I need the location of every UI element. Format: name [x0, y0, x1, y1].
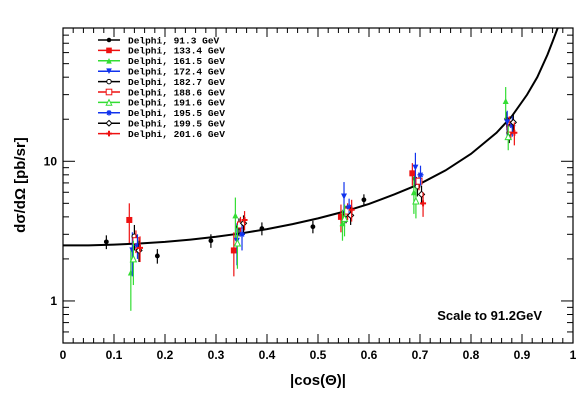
- fit-curve: [63, 27, 559, 247]
- marker-filled-circle: [208, 238, 214, 244]
- legend-label: Delphi, 172.4 GeV: [128, 67, 225, 78]
- scale-annotation: Scale to 91.2GeV: [437, 308, 542, 323]
- legend-item: Delphi, 161.5 GeV: [98, 56, 225, 67]
- marker-filled-triangle-up: [106, 58, 112, 64]
- marker-filled-triangle-down: [412, 164, 419, 171]
- x-tick-label: 0: [60, 348, 67, 362]
- marker-filled-circle: [103, 239, 109, 245]
- legend-label: Delphi, 188.6 GeV: [128, 87, 225, 98]
- marker-open-triangle-up: [129, 254, 138, 263]
- marker-cross: [511, 129, 518, 136]
- legend-item: Delphi, 188.6 GeV: [98, 87, 225, 98]
- series-9: [137, 122, 518, 263]
- x-tick-label: 0.4: [259, 348, 276, 362]
- marker-filled-square: [409, 170, 416, 177]
- legend-item: Delphi, 91.3 GeV: [98, 35, 220, 46]
- legend-item: Delphi, 201.6 GeV: [98, 129, 225, 140]
- marker-cross: [106, 130, 112, 137]
- axis-ticks: 0 0.1 0.2 0.3 0.4 0.5 0.6 0.7 0.8 0.9 1 1 10: [44, 27, 577, 362]
- x-tick-label: 1: [570, 348, 577, 362]
- marker-filled-square: [337, 213, 344, 220]
- marker-star: [239, 231, 246, 238]
- legend-item: Delphi, 195.5 GeV: [98, 108, 225, 119]
- marker-open-triangle-up: [340, 214, 349, 222]
- marker-cross: [348, 206, 355, 213]
- marker-filled-triangle-down: [106, 68, 112, 74]
- legend-item: Delphi, 172.4 GeV: [98, 67, 225, 78]
- marker-filled-triangle-up: [502, 98, 509, 105]
- x-axis-title: |cos(Θ)|: [290, 372, 346, 389]
- series-6: [129, 125, 513, 286]
- marker-filled-triangle-down: [504, 119, 511, 126]
- legend-label: Delphi, 182.7 GeV: [128, 77, 225, 88]
- x-tick-label: 0.6: [361, 348, 378, 362]
- marker-filled-square: [106, 47, 112, 54]
- marker-open-diamond: [105, 119, 113, 127]
- marker-open-triangle-up: [105, 98, 113, 106]
- x-tick-label: 0.8: [463, 348, 480, 362]
- plot-frame: [62, 27, 574, 344]
- marker-cross: [241, 216, 248, 223]
- marker-filled-circle: [310, 224, 316, 230]
- fit-curve-group: [63, 27, 559, 247]
- x-tick-label: 0.9: [514, 348, 531, 362]
- marker-star: [106, 110, 112, 116]
- series-1: [126, 116, 513, 277]
- marker-filled-circle: [106, 37, 112, 43]
- marker-filled-triangle-down: [341, 193, 348, 200]
- marker-open-square: [415, 177, 423, 185]
- legend-label: Delphi, 199.5 GeV: [128, 119, 225, 130]
- legend-item: Delphi, 199.5 GeV: [98, 119, 225, 130]
- legend-item: Delphi, 182.7 GeV: [98, 77, 225, 88]
- legend-item: Delphi, 133.4 GeV: [98, 46, 225, 57]
- x-tick-label: 0.3: [208, 348, 225, 362]
- legend-label: Delphi, 161.5 GeV: [128, 56, 225, 67]
- legend-label: Delphi, 191.6 GeV: [128, 98, 225, 109]
- marker-open-triangle-up: [412, 196, 420, 205]
- y-axis-title: dσ/dΩ [pb/sr]: [12, 137, 29, 233]
- legend-label: Delphi, 133.4 GeV: [128, 46, 225, 57]
- marker-filled-circle: [361, 197, 367, 203]
- x-tick-label: 0.5: [310, 348, 327, 362]
- y-tick-label: 10: [44, 154, 58, 168]
- x-tick-label: 0.2: [157, 348, 174, 362]
- marker-open-circle: [106, 78, 112, 85]
- marker-cross: [420, 200, 427, 207]
- marker-cross: [137, 244, 144, 251]
- marker-open-triangle-up: [233, 238, 242, 247]
- marker-filled-square: [230, 247, 237, 254]
- marker-star: [417, 171, 424, 178]
- marker-open-triangle-up: [504, 132, 513, 141]
- x-tick-label: 0.7: [412, 348, 429, 362]
- marker-star: [346, 204, 353, 211]
- marker-filled-circle: [154, 253, 160, 259]
- x-tick-label: 0.1: [106, 348, 123, 362]
- marker-filled-square: [126, 216, 133, 223]
- marker-filled-triangle-up: [232, 212, 239, 219]
- series-2: [127, 87, 509, 311]
- marker-star: [134, 242, 141, 249]
- marker-open-square: [105, 88, 113, 96]
- marker-filled-circle: [259, 226, 265, 231]
- data-points-group: [103, 87, 518, 311]
- legend-label: Delphi, 91.3 GeV: [128, 35, 220, 46]
- legend-label: Delphi, 201.6 GeV: [128, 129, 225, 140]
- y-tick-label: 1: [50, 294, 57, 308]
- legend-label: Delphi, 195.5 GeV: [128, 108, 225, 119]
- legend-item: Delphi, 191.6 GeV: [98, 98, 225, 109]
- marker-star: [509, 122, 516, 129]
